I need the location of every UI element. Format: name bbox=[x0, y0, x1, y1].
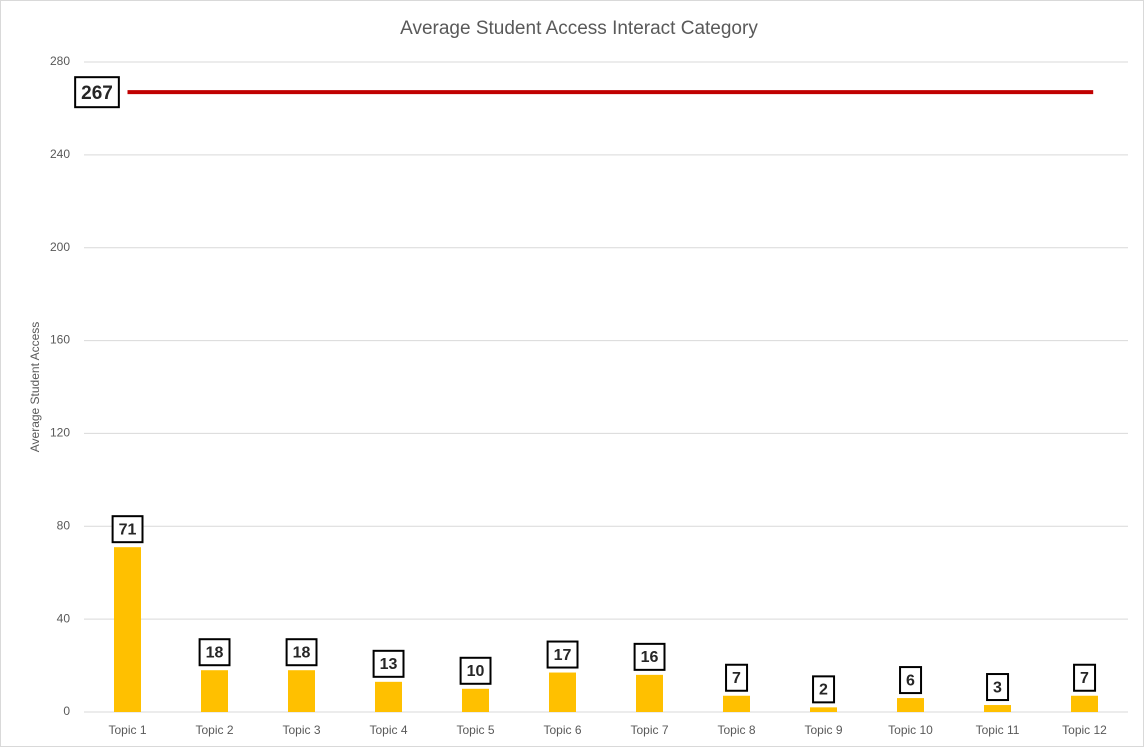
data-label-box bbox=[546, 640, 579, 669]
data-label: 2 bbox=[819, 682, 828, 699]
y-tick-label: 160 bbox=[50, 333, 70, 347]
data-label: 7 bbox=[732, 670, 741, 687]
reference-label: 267 bbox=[81, 83, 113, 104]
data-label-box bbox=[198, 638, 231, 667]
bar bbox=[897, 698, 924, 712]
data-label-box bbox=[812, 675, 836, 704]
data-label: 3 bbox=[993, 679, 1002, 696]
y-tick-label: 0 bbox=[63, 704, 70, 718]
reference-label-box bbox=[74, 76, 120, 109]
bar bbox=[810, 707, 837, 712]
bar bbox=[462, 688, 489, 712]
data-label: 6 bbox=[906, 672, 915, 689]
data-label-box bbox=[285, 638, 318, 667]
bar bbox=[723, 695, 750, 712]
bar bbox=[114, 547, 141, 712]
chart-title: Average Student Access Interact Category bbox=[400, 18, 758, 39]
x-tick-label: Topic 9 bbox=[804, 723, 842, 737]
data-label-box bbox=[372, 649, 405, 678]
data-label-box bbox=[986, 673, 1010, 702]
bar bbox=[288, 670, 315, 712]
y-tick-label: 200 bbox=[50, 240, 70, 254]
data-label-box bbox=[111, 515, 144, 544]
y-tick-label: 280 bbox=[50, 54, 70, 68]
bar bbox=[1071, 695, 1098, 712]
data-label: 13 bbox=[380, 656, 398, 673]
x-tick-label: Topic 8 bbox=[717, 723, 755, 737]
data-label: 7 bbox=[1080, 670, 1089, 687]
x-tick-label: Topic 10 bbox=[888, 723, 933, 737]
x-tick-label: Topic 7 bbox=[630, 723, 668, 737]
data-label-box bbox=[725, 663, 749, 692]
data-label-box bbox=[1073, 663, 1097, 692]
data-label: 18 bbox=[206, 644, 224, 661]
y-tick-label: 40 bbox=[57, 611, 71, 625]
data-label: 18 bbox=[293, 644, 311, 661]
x-tick-label: Topic 6 bbox=[543, 723, 581, 737]
y-axis-title: Average Student Access bbox=[28, 322, 42, 453]
data-label: 71 bbox=[119, 521, 137, 538]
x-tick-label: Topic 3 bbox=[282, 723, 320, 737]
y-tick-label: 80 bbox=[57, 518, 71, 532]
bar bbox=[549, 672, 576, 712]
data-label-box bbox=[459, 656, 492, 685]
bar bbox=[375, 681, 402, 712]
x-tick-label: Topic 11 bbox=[976, 723, 1020, 737]
bar bbox=[201, 670, 228, 712]
data-label-box bbox=[633, 642, 666, 671]
y-tick-label: 240 bbox=[50, 147, 70, 161]
y-tick-label: 120 bbox=[50, 426, 70, 440]
x-tick-label: Topic 1 bbox=[108, 723, 146, 737]
x-tick-label: Topic 2 bbox=[195, 723, 233, 737]
bar bbox=[984, 705, 1011, 712]
data-label: 10 bbox=[467, 663, 485, 680]
bar bbox=[636, 674, 663, 712]
x-tick-label: Topic 5 bbox=[456, 723, 494, 737]
data-label: 17 bbox=[554, 647, 572, 664]
x-tick-label: Topic 12 bbox=[1062, 723, 1107, 737]
data-label: 16 bbox=[641, 649, 659, 666]
x-tick-label: Topic 4 bbox=[369, 723, 407, 737]
data-label-box bbox=[899, 666, 923, 695]
